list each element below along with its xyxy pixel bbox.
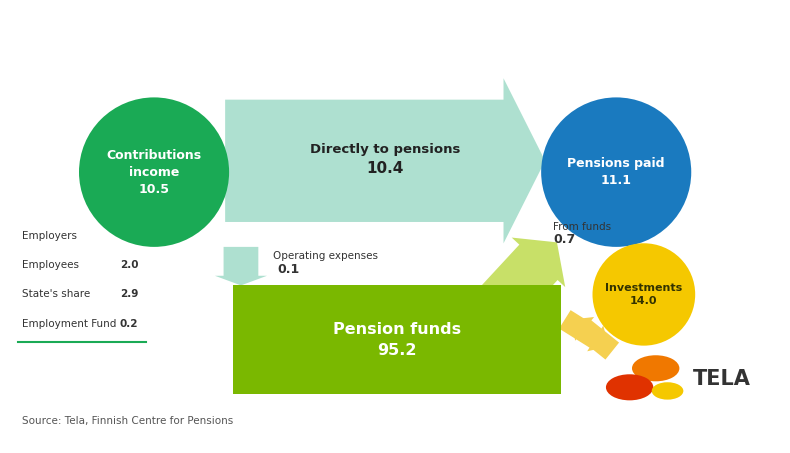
Text: Directly to pensions: Directly to pensions — [310, 143, 460, 156]
Text: Source: Tela, Finnish Centre for Pensions: Source: Tela, Finnish Centre for Pension… — [22, 416, 233, 426]
Ellipse shape — [652, 382, 683, 400]
Text: Pension funds
95.2: Pension funds 95.2 — [333, 322, 461, 358]
Text: State's share: State's share — [22, 289, 90, 299]
Text: Employment Fund: Employment Fund — [22, 319, 116, 329]
Text: Employees: Employees — [22, 260, 79, 270]
Ellipse shape — [632, 355, 679, 381]
Polygon shape — [573, 317, 619, 360]
Text: Investments
14.0: Investments 14.0 — [605, 283, 683, 306]
Text: 10.4: 10.4 — [366, 161, 404, 176]
Text: From funds: From funds — [553, 222, 611, 231]
Text: 0.1: 0.1 — [277, 263, 299, 276]
Text: Contributions
income
10.5: Contributions income 10.5 — [107, 149, 201, 196]
Text: Operating expenses: Operating expenses — [273, 251, 378, 261]
Text: 2.9: 2.9 — [120, 289, 138, 299]
Text: 5.3: 5.3 — [120, 231, 138, 241]
Text: 2.0: 2.0 — [120, 260, 138, 270]
Polygon shape — [233, 285, 561, 394]
Ellipse shape — [541, 97, 691, 247]
Text: 0.7: 0.7 — [554, 233, 576, 246]
Ellipse shape — [606, 374, 653, 400]
Polygon shape — [559, 310, 608, 351]
Text: TELA: TELA — [693, 369, 750, 389]
Ellipse shape — [79, 97, 229, 247]
Text: Pensions paid
11.1: Pensions paid 11.1 — [567, 157, 665, 187]
Text: 0.2: 0.2 — [120, 319, 138, 329]
Ellipse shape — [592, 243, 695, 346]
Polygon shape — [215, 247, 267, 285]
Polygon shape — [435, 237, 565, 371]
Polygon shape — [225, 78, 545, 243]
Text: Employers: Employers — [22, 231, 77, 241]
